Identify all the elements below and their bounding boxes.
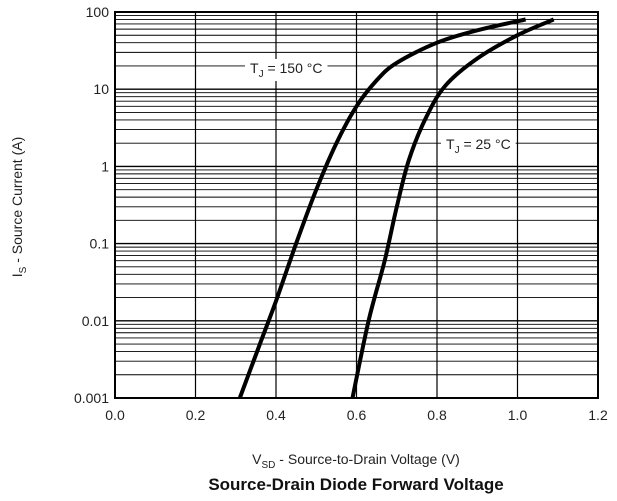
x-tick-label: 0.4 <box>266 407 286 423</box>
series-line-1 <box>350 17 555 399</box>
x-axis-label-sub: SD <box>262 460 276 471</box>
grid <box>114 12 599 399</box>
x-tick-label: 1.0 <box>508 407 528 423</box>
curve-label-25c-sub: J <box>455 145 460 156</box>
curves <box>237 17 555 399</box>
y-tick-label: 10 <box>93 81 109 97</box>
x-axis-label-main: V <box>252 451 262 467</box>
curve-label-25c-rest: = 25 °C <box>460 136 511 152</box>
y-tick-label: 0.001 <box>74 390 109 406</box>
curve-labels: TJ = 150 °C TJ = 25 °C <box>245 59 516 157</box>
x-axis-label-rest: - Source-to-Drain Voltage (V) <box>275 451 459 467</box>
x-tick-label: 1.2 <box>588 407 608 423</box>
y-axis-label-sub: S <box>18 266 29 273</box>
y-tick-label: 1 <box>101 158 109 174</box>
curve-label-150c: TJ = 150 °C <box>250 60 322 80</box>
y-tick-labels: 0.001 0.01 0.1 1 10 100 <box>74 4 109 406</box>
y-tick-label: 0.01 <box>82 313 109 329</box>
curve-label-bg-150c <box>245 59 328 81</box>
y-tick-label: 0.1 <box>90 236 110 252</box>
y-axis-label-main: I <box>9 273 25 277</box>
plot-frame <box>114 11 599 399</box>
x-tick-labels: 0.0 0.2 0.4 0.6 0.8 1.0 1.2 <box>105 407 608 423</box>
x-tick-label: 0.8 <box>427 407 447 423</box>
series-line-0 <box>237 17 527 399</box>
curve-label-150c-rest: = 150 °C <box>264 60 323 76</box>
y-tick-label: 100 <box>86 4 110 20</box>
curve-label-25c-main: T <box>446 136 455 152</box>
x-tick-label: 0.6 <box>347 407 367 423</box>
x-tick-label: 0.2 <box>186 407 206 423</box>
curve-label-bg-25c <box>441 135 516 157</box>
y-axis-label: IS - Source Current (A) <box>9 137 29 278</box>
curve-label-150c-main: T <box>250 60 259 76</box>
y-axis-label-rest: - Source Current (A) <box>9 137 25 267</box>
curve-label-150c-sub: J <box>259 69 264 80</box>
chart-title: Source-Drain Diode Forward Voltage <box>208 475 503 494</box>
x-axis-label: VSD - Source-to-Drain Voltage (V) <box>252 451 460 471</box>
curve-label-25c: TJ = 25 °C <box>446 136 511 156</box>
x-tick-label: 0.0 <box>105 407 125 423</box>
